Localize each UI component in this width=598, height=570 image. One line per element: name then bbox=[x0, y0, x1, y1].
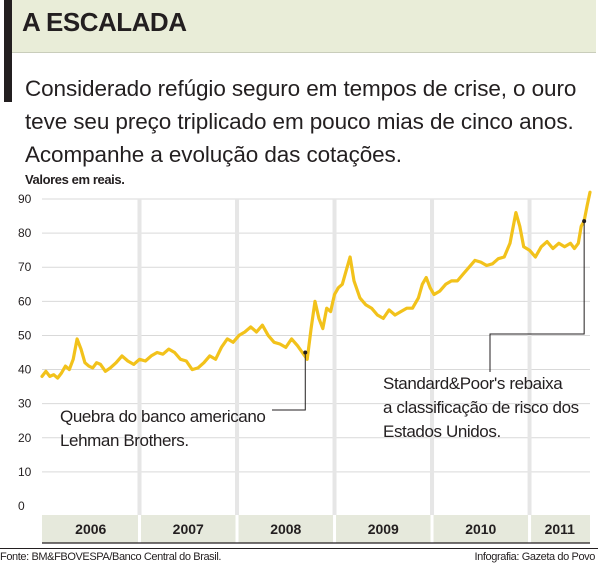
annotations: Quebra do banco americano Lehman Brothers… bbox=[60, 219, 587, 450]
source-note: Fonte: BM&FBOVESPA/Banco Central do Bras… bbox=[0, 551, 222, 563]
year-separator bbox=[235, 199, 240, 515]
y-tick-label: 50 bbox=[18, 328, 32, 342]
year-band-divider bbox=[138, 515, 142, 543]
credit-note: Infografia: Gazeta do Povo bbox=[474, 551, 596, 563]
year-label: 2006 bbox=[75, 521, 106, 537]
series-line bbox=[40, 190, 592, 380]
year-band bbox=[42, 515, 140, 543]
year-band bbox=[334, 515, 433, 543]
footer-rule bbox=[0, 548, 598, 549]
year-band-divider bbox=[235, 515, 239, 543]
year-label: 2010 bbox=[465, 521, 496, 537]
year-separator bbox=[137, 199, 142, 515]
units-label: Valores em reais. bbox=[25, 172, 125, 187]
y-tick-label: 0 bbox=[18, 499, 25, 513]
year-band-divider bbox=[528, 515, 532, 543]
year-label: 2011 bbox=[545, 521, 576, 537]
year-band-divider bbox=[430, 515, 434, 543]
annotation-text: a classificação de risco dos bbox=[383, 398, 579, 417]
price-series bbox=[40, 190, 592, 380]
y-tick-label: 10 bbox=[18, 465, 32, 479]
year-label: 2009 bbox=[368, 521, 399, 537]
year-separator bbox=[430, 199, 435, 515]
y-axis: 0 10 20 30 40 50 60 70 80 90 bbox=[18, 192, 32, 513]
year-band-divider bbox=[333, 515, 337, 543]
year-separator bbox=[332, 199, 337, 515]
y-tick-label: 60 bbox=[18, 294, 32, 308]
y-tick-label: 90 bbox=[18, 192, 32, 206]
page-title: A ESCALADA bbox=[22, 7, 187, 37]
accent-bar bbox=[4, 0, 12, 102]
y-tick-label: 70 bbox=[18, 260, 32, 274]
year-band bbox=[529, 515, 590, 543]
annotation-text: Standard&Poor's rebaixa bbox=[383, 374, 563, 393]
annotation-leader bbox=[272, 352, 306, 411]
annotation-text: Estados Unidos. bbox=[383, 422, 501, 441]
y-tick-label: 80 bbox=[18, 226, 32, 240]
year-label: 2007 bbox=[173, 521, 204, 537]
year-label: 2008 bbox=[270, 521, 301, 537]
y-tick-label: 30 bbox=[18, 397, 32, 411]
annotation-text: Quebra do banco americano bbox=[60, 407, 265, 426]
year-band bbox=[432, 515, 530, 543]
y-tick-label: 20 bbox=[18, 431, 32, 445]
y-tick-label: 40 bbox=[18, 363, 32, 377]
annotation-text: Lehman Brothers. bbox=[60, 431, 189, 450]
year-band bbox=[237, 515, 335, 543]
year-separator bbox=[527, 199, 532, 515]
year-band bbox=[139, 515, 238, 543]
intro-text: Considerado refúgio seguro em tempos de … bbox=[25, 76, 577, 167]
year-axis: 2006 2007 2008 2009 2010 2011 bbox=[42, 515, 590, 544]
annotation-leader bbox=[489, 221, 585, 372]
header-band bbox=[4, 0, 596, 53]
